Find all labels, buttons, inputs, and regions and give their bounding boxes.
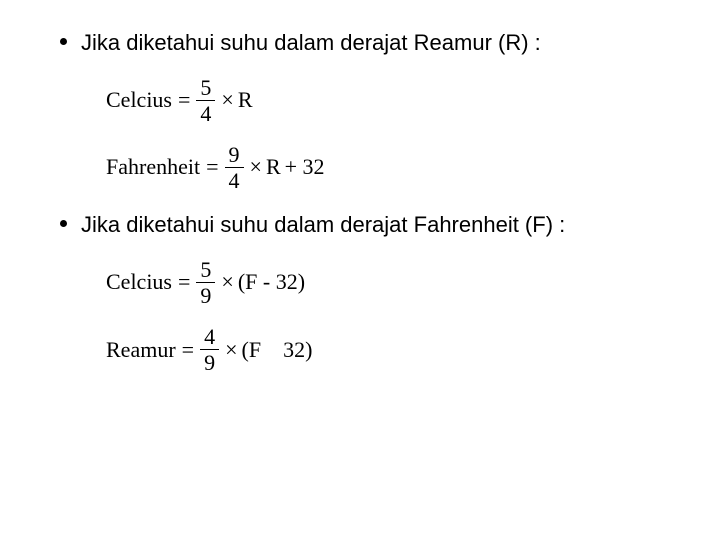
formula-lhs: Celcius (106, 269, 172, 295)
multiply-sign: × (225, 337, 237, 363)
fraction-numerator: 9 (225, 143, 244, 168)
equals-sign: = (178, 87, 190, 113)
bullet-item-2: Jika diketahui suhu dalam derajat Fahren… (36, 210, 684, 240)
bullet-item-1: Jika diketahui suhu dalam derajat Reamur… (36, 28, 684, 58)
fraction-numerator: 5 (196, 76, 215, 101)
fraction-denominator: 4 (196, 101, 215, 125)
open-paren: ( (238, 269, 245, 295)
paren-inner: F - 32 (245, 269, 298, 295)
formula-celcius-from-f: Celcius = 5 9 × ( F - 32 ) (106, 258, 684, 307)
bullet-text-1: Jika diketahui suhu dalam derajat Reamur… (81, 28, 541, 58)
multiply-sign: × (250, 154, 262, 180)
formula-tail: + 32 (285, 154, 325, 180)
close-paren: ) (305, 337, 312, 363)
formula-block-reamur: Celcius = 5 4 × R Fahrenheit = 9 4 × R +… (36, 76, 684, 192)
paren-inner-a: F (249, 337, 261, 363)
open-paren: ( (242, 337, 249, 363)
fraction-denominator: 4 (225, 168, 244, 192)
bullet-dot-icon (60, 38, 67, 45)
close-paren: ) (298, 269, 305, 295)
fraction: 9 4 (225, 143, 244, 192)
fraction-denominator: 9 (200, 350, 219, 374)
formula-lhs: Fahrenheit (106, 154, 200, 180)
fraction-numerator: 4 (200, 325, 219, 350)
formula-celcius-from-r: Celcius = 5 4 × R (106, 76, 684, 125)
multiply-sign: × (221, 87, 233, 113)
formula-rhs: R (266, 154, 281, 180)
formula-block-fahrenheit: Celcius = 5 9 × ( F - 32 ) Reamur = 4 9 … (36, 258, 684, 374)
equals-sign: = (206, 154, 218, 180)
fraction: 4 9 (200, 325, 219, 374)
fraction: 5 9 (196, 258, 215, 307)
formula-fahrenheit-from-r: Fahrenheit = 9 4 × R + 32 (106, 143, 684, 192)
formula-lhs: Reamur (106, 337, 176, 363)
formula-reamur-from-f: Reamur = 4 9 × ( F 32 ) (106, 325, 684, 374)
equals-sign: = (182, 337, 194, 363)
formula-rhs: R (238, 87, 253, 113)
formula-lhs: Celcius (106, 87, 172, 113)
equals-sign: = (178, 269, 190, 295)
fraction-denominator: 9 (196, 283, 215, 307)
paren-inner-b: 32 (283, 337, 305, 363)
multiply-sign: × (221, 269, 233, 295)
fraction-numerator: 5 (196, 258, 215, 283)
fraction: 5 4 (196, 76, 215, 125)
bullet-dot-icon (60, 220, 67, 227)
bullet-text-2: Jika diketahui suhu dalam derajat Fahren… (81, 210, 565, 240)
